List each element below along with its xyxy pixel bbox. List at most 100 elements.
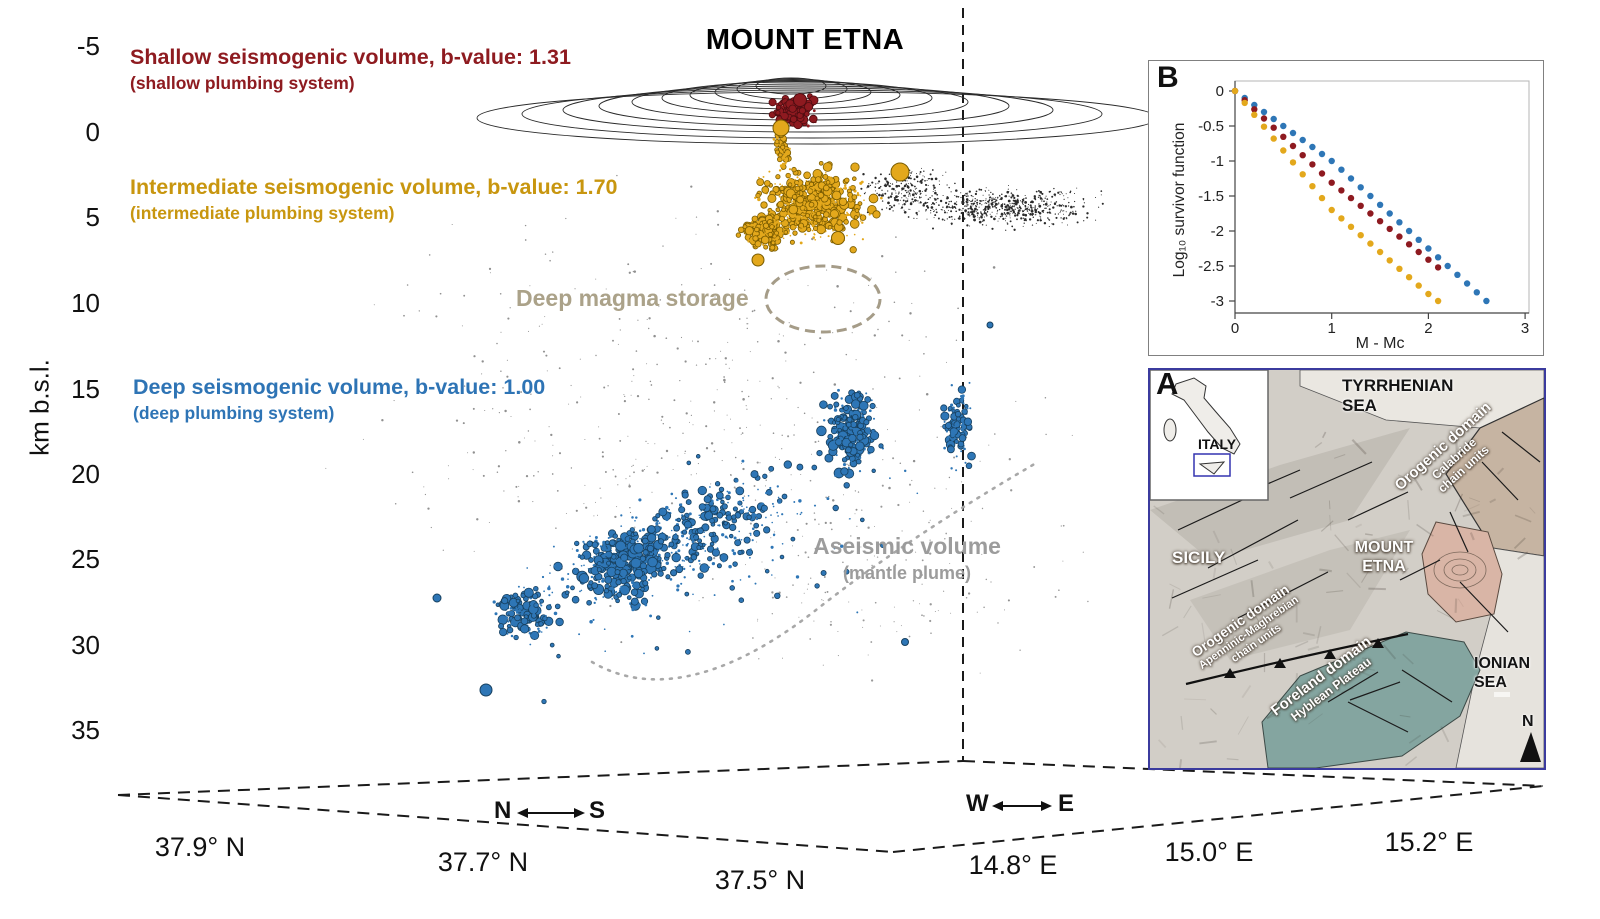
y-tick-20: 20 bbox=[71, 459, 100, 489]
y-tick-30: 30 bbox=[71, 630, 100, 660]
y-tick--5: -5 bbox=[76, 31, 100, 61]
svg-text:2: 2 bbox=[1424, 320, 1432, 337]
svg-text:0: 0 bbox=[1231, 320, 1239, 337]
label-tyrrhenian-line2: SEA bbox=[1342, 396, 1377, 416]
annotation-shallow-line1: Shallow seismogenic volume, b-value: 1.3… bbox=[130, 45, 571, 69]
label-north: N bbox=[1522, 713, 1534, 730]
lat-tick-1: 37.7° N bbox=[437, 847, 529, 877]
series-shallow-volume-b-1-31- bbox=[1231, 87, 1442, 271]
annotation-intermediate-line2: (intermediate plumbing system) bbox=[130, 202, 395, 223]
relief-shading-2 bbox=[1190, 530, 1410, 660]
etna-contour bbox=[1451, 564, 1469, 576]
svg-text:-3: -3 bbox=[1211, 293, 1224, 310]
scatter-layer-intermediate-volume-neck bbox=[772, 130, 792, 171]
scatter-layer-black-band-west bbox=[860, 167, 956, 214]
calabride-terrain-area bbox=[1445, 397, 1544, 557]
etna-edifice-area bbox=[1421, 521, 1503, 623]
scatter-layer-intermediate-volume-main bbox=[751, 160, 883, 254]
y-tick-0: 0 bbox=[85, 117, 100, 147]
annotation-magma-line1: Deep magma storage bbox=[516, 285, 749, 311]
label-tyrrhenian-line1: TYRRHENIAN bbox=[1342, 376, 1454, 395]
y-tick-25: 25 bbox=[71, 544, 100, 574]
direction-label-e: E bbox=[1058, 790, 1075, 817]
north-arrow-icon bbox=[1520, 732, 1541, 762]
volcano-topography-contours bbox=[476, 77, 1158, 145]
scatter-layer-deep-volume-east-core bbox=[940, 381, 976, 472]
svg-text:1: 1 bbox=[1328, 320, 1336, 337]
aseismic-volume-boundary bbox=[590, 460, 1040, 681]
label-ionian-line2: SEA bbox=[1474, 674, 1507, 692]
series-deep-volume-b-1-00- bbox=[1231, 87, 1490, 305]
deep-magma-storage-ellipse bbox=[764, 264, 882, 334]
panel-label-a: A bbox=[1156, 368, 1179, 401]
svg-text:-2: -2 bbox=[1211, 223, 1224, 240]
direction-label-w: W bbox=[966, 790, 989, 817]
label-mount-etna: MOUNT ETNA bbox=[1338, 538, 1430, 576]
lon-tick-1: 15.0° E bbox=[1164, 837, 1254, 867]
annotation-deep-volume: Deep seismogenic volume, b-value: 1.00 (… bbox=[133, 374, 545, 425]
annotation-deep-line2: (deep plumbing system) bbox=[133, 402, 335, 423]
survivor-function-chart: 0 -0.5 -1 -1.5 -2 -2.5 -3 0 1 2 3 bbox=[1198, 80, 1530, 337]
label-sicily: SICILY bbox=[1172, 548, 1226, 567]
annotation-intermediate-volume: Intermediate seismogenic volume, b-value… bbox=[130, 174, 618, 225]
direction-label-n: N bbox=[494, 797, 512, 824]
label-italy: ITALY bbox=[1198, 436, 1237, 452]
harbor-mark bbox=[1486, 682, 1500, 687]
annotation-aseismic-line2: (mantle plume) bbox=[842, 562, 971, 583]
y-tick-5: 5 bbox=[85, 202, 100, 232]
inset-a-panel: A TYRRHENIAN SEA Orogenic domain Calabri… bbox=[1148, 368, 1546, 770]
svg-text:-0.5: -0.5 bbox=[1198, 118, 1224, 135]
scatter-layer-background-scatter-low bbox=[636, 406, 1089, 682]
scatter-layer-deep-volume-west-core bbox=[494, 585, 554, 640]
scatter-layer-deep-volume-sparse bbox=[513, 430, 919, 705]
direction-label-s: S bbox=[589, 797, 606, 824]
svg-text:-1: -1 bbox=[1211, 153, 1224, 170]
annotation-aseismic-line1: Aseismic volume bbox=[813, 533, 1001, 559]
lon-tick-0: 14.8° E bbox=[968, 850, 1058, 880]
lat-tick-2: 37.5° N bbox=[714, 865, 806, 895]
italy-inset-map bbox=[1150, 370, 1269, 501]
scatter-extra-points bbox=[432, 93, 994, 697]
relief-shading bbox=[1150, 428, 1410, 560]
thrust-teeth bbox=[1224, 638, 1384, 678]
thrust-front-line bbox=[1185, 632, 1409, 686]
label-etna-line1: MOUNT bbox=[1354, 539, 1414, 556]
etna-contour bbox=[1443, 558, 1477, 582]
svg-text:-2.5: -2.5 bbox=[1198, 258, 1224, 275]
inset-b-x-axis-label: M - Mc bbox=[1355, 335, 1405, 352]
scatter-layer-deep-volume-upper-core bbox=[816, 388, 885, 479]
annotation-deep-magma-storage: Deep magma storage bbox=[516, 284, 749, 314]
annotation-deep-line1: Deep seismogenic volume, b-value: 1.00 bbox=[133, 375, 546, 399]
svg-text:3: 3 bbox=[1521, 320, 1529, 337]
annotation-intermediate-line1: Intermediate seismogenic volume, b-value… bbox=[130, 175, 618, 199]
sicily-highlight-box bbox=[1193, 453, 1231, 477]
series-intermediate-volume-b-1-70- bbox=[1231, 87, 1442, 305]
scatter-layer-deep-volume-mid-core bbox=[572, 529, 667, 611]
inset-b-y-axis-label: Log₁₀ survivor function bbox=[1171, 122, 1188, 278]
scatter-layer-black-band-east bbox=[885, 183, 1104, 231]
y-tick-35: 35 bbox=[71, 715, 100, 745]
panel-label-b: B bbox=[1157, 61, 1179, 94]
lat-tick-0: 37.9° N bbox=[154, 832, 246, 862]
annotation-aseismic-volume: Aseismic volume (mantle plume) bbox=[802, 532, 1012, 585]
terrain-texture bbox=[1153, 431, 1536, 768]
figure-title: MOUNT ETNA bbox=[705, 24, 905, 56]
harbor-mark bbox=[1494, 692, 1510, 697]
inset-b-panel: 0 -0.5 -1 -1.5 -2 -2.5 -3 0 1 2 3 B Log₁₀ survivor… bbox=[1148, 60, 1544, 356]
y-tick-15: 15 bbox=[71, 374, 100, 404]
annotation-shallow-volume: Shallow seismogenic volume, b-value: 1.3… bbox=[130, 44, 571, 95]
label-ionian-line1: IONIAN bbox=[1474, 655, 1530, 672]
foreland-hyblean-area bbox=[1261, 631, 1481, 768]
label-etna-line2: ETNA bbox=[1362, 558, 1406, 576]
svg-text:-1.5: -1.5 bbox=[1198, 188, 1224, 205]
label-tyrrhenian-sea: TYRRHENIAN SEA bbox=[1342, 376, 1453, 417]
lon-tick-2: 15.2° E bbox=[1384, 827, 1474, 857]
sicily-tectonic-map bbox=[1150, 370, 1544, 768]
annotation-shallow-line2: (shallow plumbing system) bbox=[130, 72, 355, 93]
y-tick-10: 10 bbox=[71, 288, 100, 318]
label-ionian-sea: IONIAN SEA bbox=[1474, 654, 1530, 692]
svg-text:0: 0 bbox=[1216, 83, 1224, 100]
etna-contour bbox=[1433, 551, 1487, 589]
